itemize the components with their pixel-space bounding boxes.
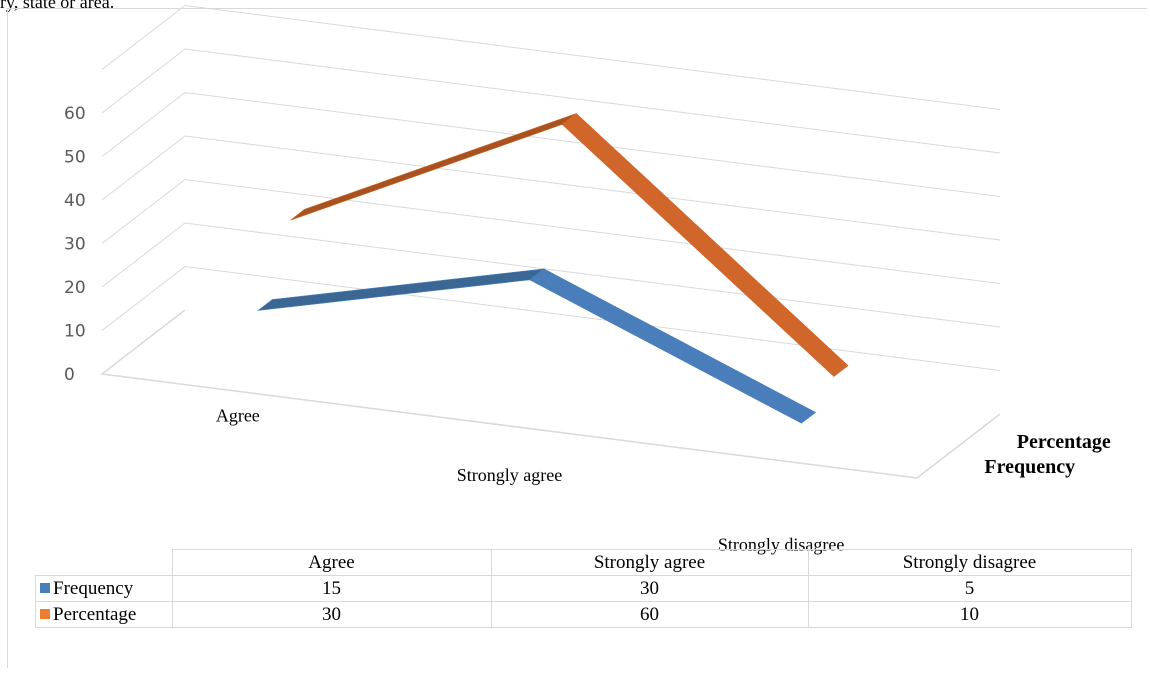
series-ribbons xyxy=(257,113,849,424)
top-text: ry, state or area. xyxy=(0,0,115,12)
y-tick-labels: 0 10 20 30 40 50 60 xyxy=(64,104,86,385)
gridline xyxy=(101,265,1001,371)
table-cell: 10 xyxy=(807,601,1132,628)
table-cell: 5 xyxy=(807,575,1132,602)
legend-swatch-percentage xyxy=(40,608,50,619)
depth-label-frequency: Frequency xyxy=(984,456,1075,478)
gridline xyxy=(101,178,1001,284)
legend-swatch-frequency xyxy=(40,582,50,593)
category-label: Strongly agree xyxy=(457,465,562,485)
category-label: Agree xyxy=(216,405,260,425)
table-cell: 60 xyxy=(490,601,809,628)
table-row-frequency: Frequency 15 30 5 xyxy=(35,575,1132,602)
table-cell: 30 xyxy=(490,575,809,602)
table-header-strongly-disagree: Strongly disagree xyxy=(807,549,1132,576)
y-tick-label: 50 xyxy=(64,148,86,168)
legend-key-frequency: Frequency xyxy=(35,575,173,602)
table-cell: 15 xyxy=(171,575,492,602)
gridline xyxy=(101,91,1001,197)
gridlines xyxy=(101,4,1001,371)
table-header-strongly-agree: Strongly agree xyxy=(490,549,809,576)
table-corner xyxy=(35,549,173,576)
series-segment-frequency xyxy=(529,268,817,424)
floor-right-edge xyxy=(916,413,1001,479)
y-tick-label: 20 xyxy=(64,278,86,298)
floor-edge xyxy=(100,309,918,479)
y-tick-label: 30 xyxy=(64,235,86,255)
y-tick-label: 10 xyxy=(64,322,86,342)
chart-frame xyxy=(7,8,1147,668)
table-cell: 30 xyxy=(171,601,492,628)
data-table: Agree Strongly agree Strongly disagree F… xyxy=(35,549,1132,628)
y-tick-label: 0 xyxy=(64,365,75,385)
series-frequency xyxy=(257,268,817,424)
legend-key-percentage: Percentage xyxy=(35,601,173,628)
series-segment-percentage xyxy=(561,113,849,377)
table-header-agree: Agree xyxy=(171,549,492,576)
y-tick-label: 60 xyxy=(64,104,86,124)
depth-labels: Frequency Percentage xyxy=(984,431,1111,478)
gridline xyxy=(101,4,1001,110)
depth-label-percentage: Percentage xyxy=(1017,431,1111,453)
series-segment-frequency xyxy=(257,268,545,311)
table-row-percentage: Percentage 30 60 10 xyxy=(35,601,1132,628)
gridline xyxy=(101,48,1001,154)
table-header-row: Agree Strongly agree Strongly disagree xyxy=(35,549,1132,576)
gridline xyxy=(101,135,1001,241)
legend-label-frequency: Frequency xyxy=(53,577,134,599)
series-segment-percentage xyxy=(290,113,577,221)
legend-label-percentage: Percentage xyxy=(53,603,137,625)
gridline xyxy=(101,222,1001,328)
chart-walls xyxy=(100,309,1001,479)
y-tick-label: 40 xyxy=(64,191,86,211)
series-percentage xyxy=(290,113,849,377)
